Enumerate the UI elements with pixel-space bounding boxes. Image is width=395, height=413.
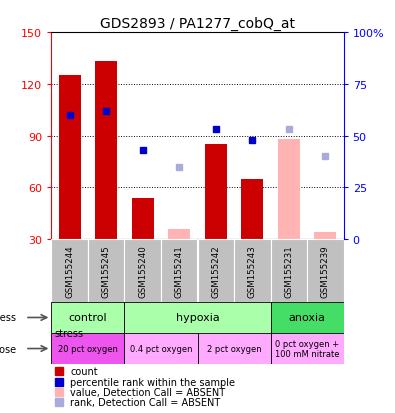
Bar: [314, 233, 336, 240]
Bar: [88, 240, 124, 302]
Bar: [161, 240, 198, 302]
Text: GSM155245: GSM155245: [102, 244, 111, 297]
Bar: [51, 333, 124, 364]
Bar: [124, 302, 271, 333]
Text: 0 pct oxygen +
100 mM nitrate: 0 pct oxygen + 100 mM nitrate: [275, 339, 339, 358]
Text: 20 pct oxygen: 20 pct oxygen: [58, 344, 118, 353]
Text: 0.4 pct oxygen: 0.4 pct oxygen: [130, 344, 192, 353]
Text: GSM155240: GSM155240: [138, 244, 147, 297]
Bar: [234, 240, 271, 302]
Bar: [271, 302, 344, 333]
Text: GSM155243: GSM155243: [248, 244, 257, 297]
Title: GDS2893 / PA1277_cobQ_at: GDS2893 / PA1277_cobQ_at: [100, 17, 295, 31]
Text: value, Detection Call = ABSENT: value, Detection Call = ABSENT: [70, 387, 226, 397]
Text: stress: stress: [54, 328, 83, 338]
Bar: [205, 145, 227, 240]
Bar: [278, 140, 300, 240]
Text: percentile rank within the sample: percentile rank within the sample: [70, 377, 235, 387]
Text: GSM155242: GSM155242: [211, 244, 220, 297]
Text: dose: dose: [0, 344, 16, 354]
Text: GSM155239: GSM155239: [321, 244, 330, 297]
Bar: [132, 198, 154, 240]
Bar: [59, 76, 81, 240]
Text: GSM155244: GSM155244: [65, 244, 74, 297]
Text: anoxia: anoxia: [289, 313, 325, 323]
Bar: [51, 240, 88, 302]
Bar: [51, 302, 124, 333]
Bar: [95, 62, 117, 240]
Bar: [307, 240, 344, 302]
Bar: [271, 240, 307, 302]
Text: count: count: [70, 366, 98, 377]
Bar: [168, 229, 190, 240]
Text: GSM155241: GSM155241: [175, 244, 184, 297]
Bar: [198, 333, 271, 364]
Text: rank, Detection Call = ABSENT: rank, Detection Call = ABSENT: [70, 397, 220, 407]
Text: GSM155231: GSM155231: [284, 244, 293, 297]
Bar: [124, 333, 198, 364]
Text: control: control: [69, 313, 107, 323]
Text: 2 pct oxygen: 2 pct oxygen: [207, 344, 261, 353]
Text: hypoxia: hypoxia: [176, 313, 219, 323]
Bar: [198, 240, 234, 302]
Bar: [241, 179, 263, 240]
Bar: [271, 333, 344, 364]
Bar: [124, 240, 161, 302]
Text: stress: stress: [0, 313, 16, 323]
